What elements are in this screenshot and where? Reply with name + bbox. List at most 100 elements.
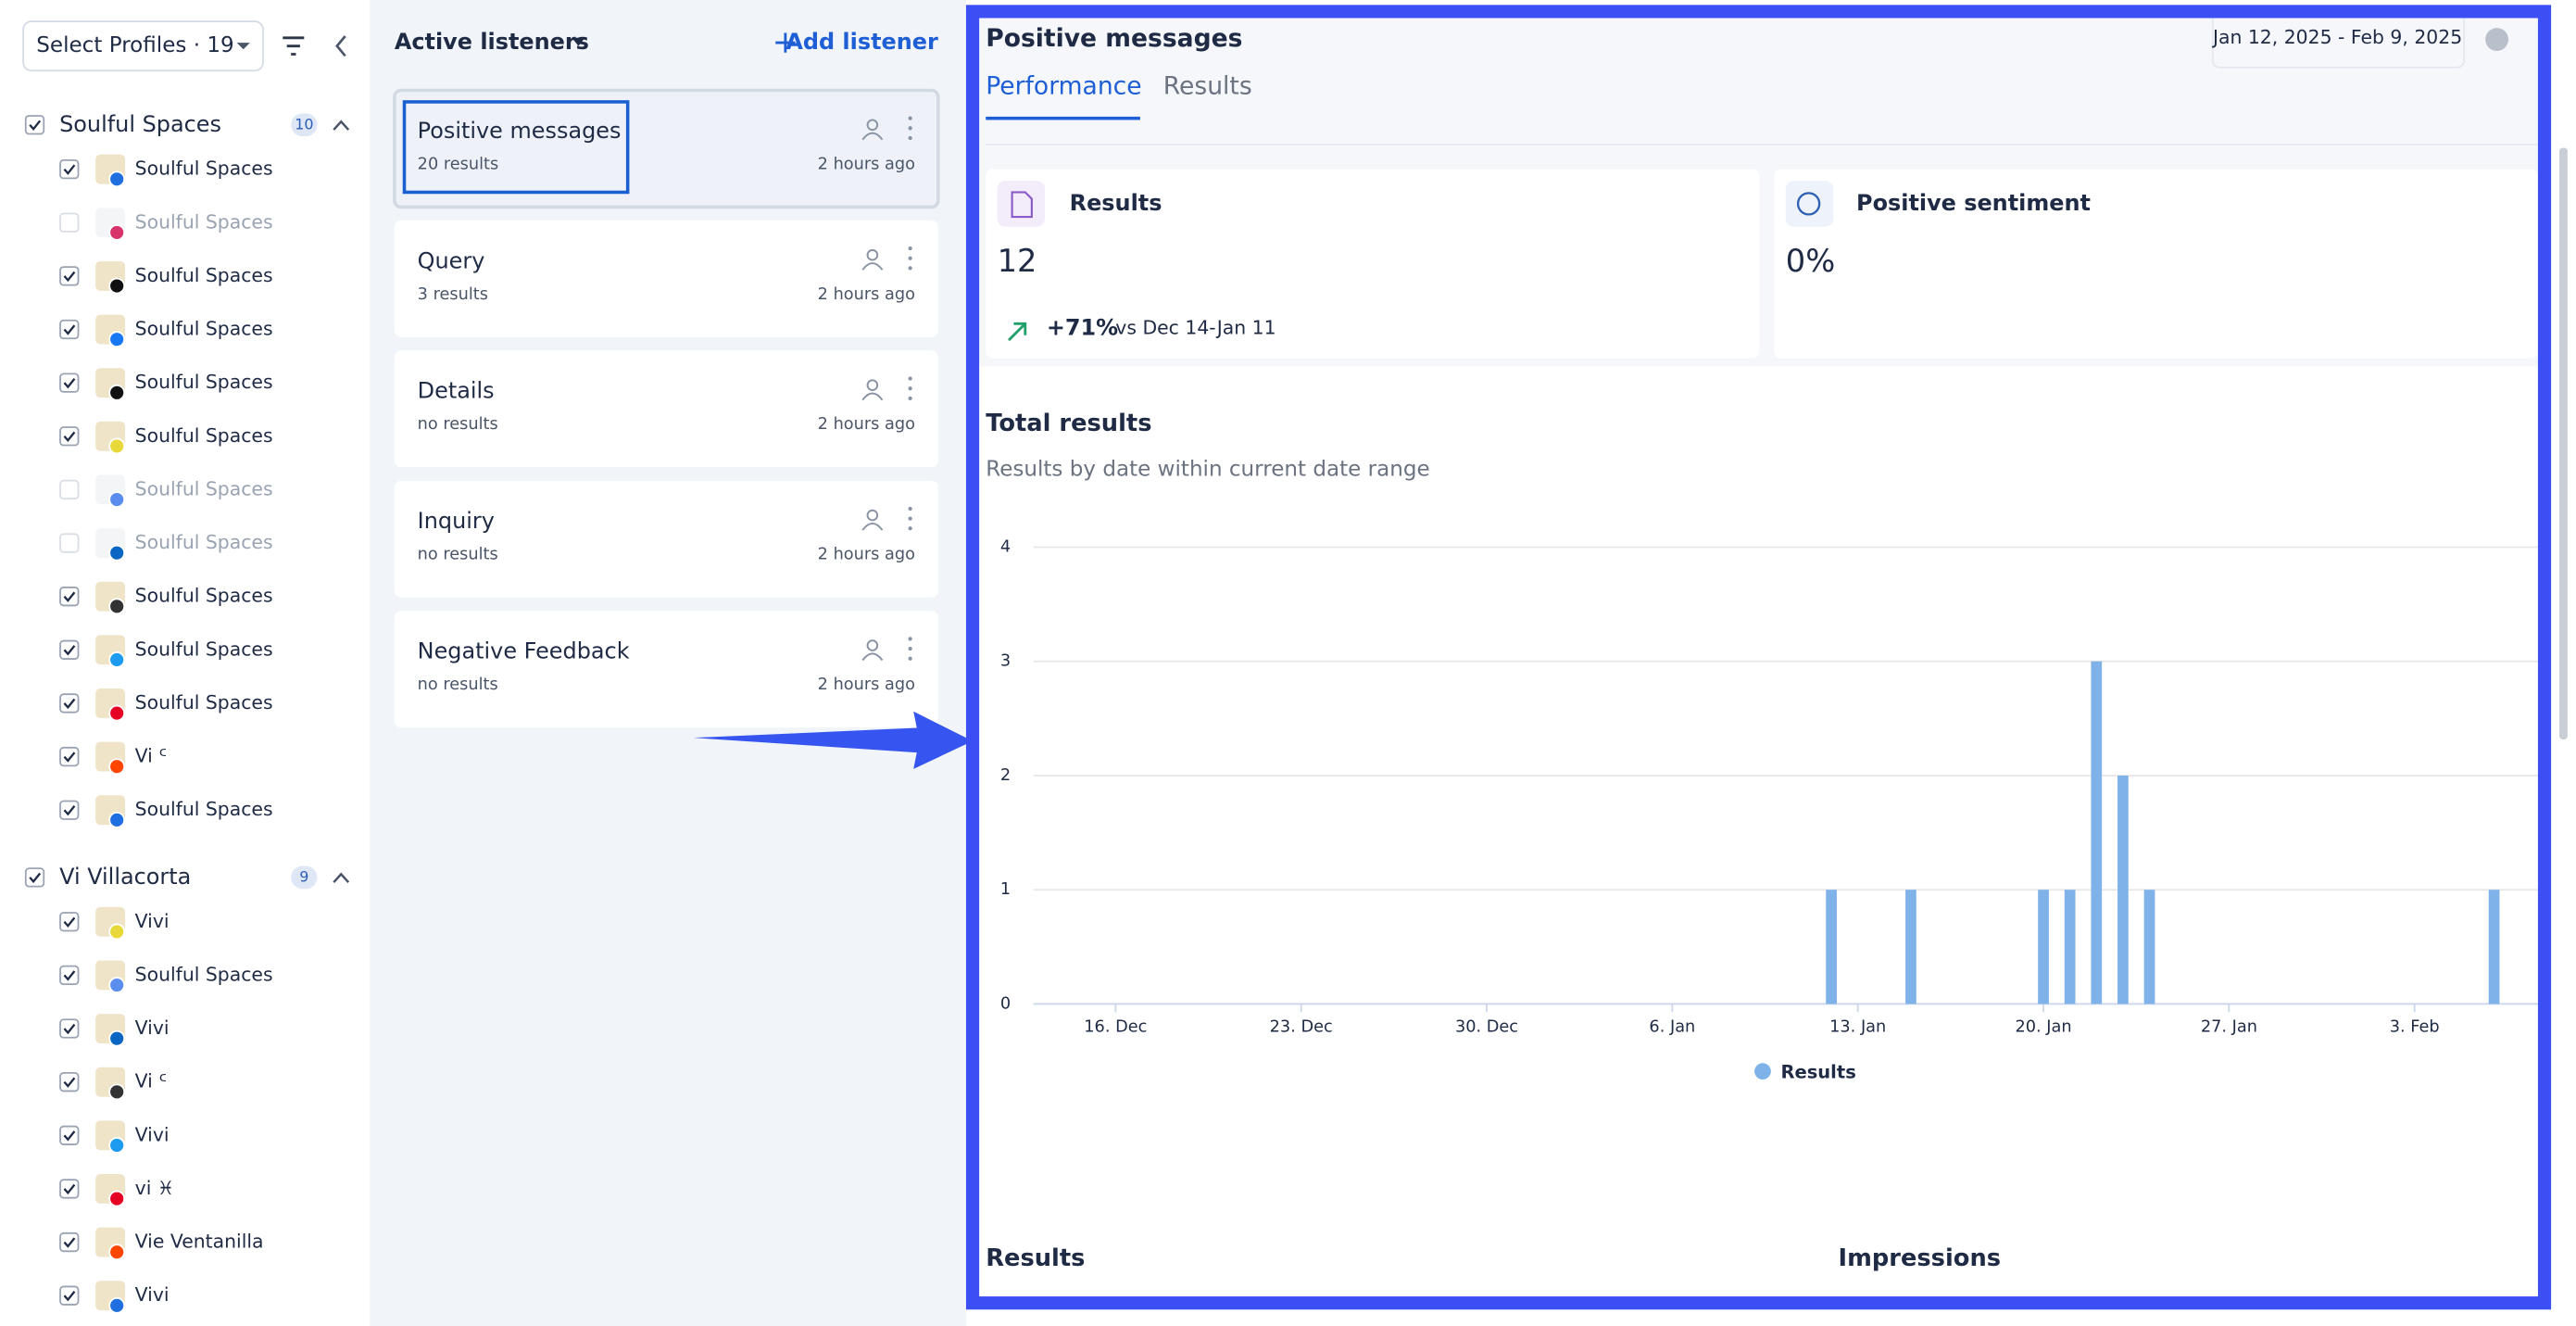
collapse-icon[interactable]	[335, 35, 346, 57]
count-badge	[291, 865, 318, 890]
add-listener[interactable]: Add listener	[785, 29, 938, 55]
checkbox[interactable]	[59, 746, 80, 767]
check-mark	[63, 1237, 76, 1248]
y-tick-label: 2	[1000, 766, 1011, 785]
listener-name: Details	[418, 378, 495, 404]
checkbox[interactable]	[59, 1231, 80, 1253]
bar	[2091, 661, 2103, 1004]
listener-card[interactable]	[394, 220, 938, 337]
checkbox[interactable]	[59, 639, 80, 660]
checkbox[interactable]	[59, 212, 80, 233]
checkbox[interactable]	[59, 912, 80, 932]
group-toggle[interactable]	[333, 120, 350, 131]
network-badge	[108, 437, 126, 455]
network-badge	[108, 704, 126, 722]
listener-name: Query	[418, 247, 485, 273]
menu-dot	[908, 126, 912, 131]
check-mark	[63, 645, 76, 656]
people-icon	[861, 132, 884, 141]
tab-active[interactable]: Performance	[986, 71, 1141, 100]
profile-name: Soulful Spaces	[135, 210, 273, 233]
checkbox[interactable]	[59, 479, 80, 500]
check-mark	[63, 970, 76, 981]
count-badge	[291, 113, 318, 137]
listener-card[interactable]	[393, 88, 940, 209]
checkbox[interactable]	[59, 319, 80, 340]
checkbox[interactable]	[59, 533, 80, 553]
listener-card[interactable]	[394, 350, 938, 468]
listener-card[interactable]	[394, 611, 938, 728]
select-caret	[236, 43, 250, 50]
menu-dot	[908, 506, 912, 511]
checkbox[interactable]	[59, 800, 80, 820]
chart: 16. Dec 23. Dec 30. Dec 6. Jan 13. Jan 20. Ja…	[1000, 537, 2538, 1082]
people-icon	[866, 379, 879, 391]
profile-name: Vivi	[135, 1017, 170, 1039]
network-badge	[108, 598, 126, 615]
checkbox[interactable]	[59, 693, 80, 714]
checkbox[interactable]	[59, 159, 80, 180]
checkbox[interactable]	[59, 1125, 80, 1145]
checkbox[interactable]	[59, 587, 80, 607]
panel-title: Positive messages	[986, 24, 1242, 53]
checkbox[interactable]	[24, 115, 45, 135]
card-compare: vs Dec 14-Jan 11	[1115, 317, 1275, 339]
menu-dot	[908, 637, 912, 641]
bar	[2064, 890, 2076, 1004]
check-mark	[29, 120, 42, 131]
section-title: Impressions	[1839, 1244, 2002, 1272]
checkbox[interactable]	[59, 266, 80, 286]
check-mark	[63, 1130, 76, 1142]
listener-count: no results	[418, 676, 498, 694]
people-icon	[866, 509, 879, 522]
filter-icon[interactable]	[283, 36, 305, 56]
network-badge	[108, 923, 126, 941]
profile-select[interactable]	[22, 20, 264, 72]
check-mark	[63, 271, 76, 283]
listener-time: 2 hours ago	[818, 676, 915, 694]
info-icon[interactable]	[2485, 28, 2509, 51]
profile-name: Soulful Spaces	[135, 158, 273, 180]
check-mark	[63, 916, 76, 928]
menu-dot	[908, 526, 912, 531]
bar	[2488, 890, 2500, 1004]
scrollbar	[2558, 147, 2568, 739]
checkbox[interactable]	[59, 1018, 80, 1039]
up-arrow	[1008, 322, 1027, 342]
network-badge	[108, 758, 126, 776]
add-icon[interactable]	[775, 32, 796, 53]
legend-label[interactable]: Results	[1780, 1061, 1855, 1082]
profile-name: Vivi	[135, 1283, 170, 1306]
people-icon	[861, 522, 884, 531]
bar	[2143, 890, 2155, 1004]
menu-dot	[908, 116, 912, 120]
checkbox[interactable]	[59, 426, 80, 447]
checkbox[interactable]	[59, 373, 80, 393]
network-badge	[108, 1137, 126, 1154]
card	[1774, 169, 2538, 359]
annotation-arrow	[693, 711, 974, 769]
checkbox[interactable]	[59, 1179, 80, 1199]
network-badge	[108, 811, 126, 828]
check-mark	[63, 805, 76, 816]
network-badge	[108, 1190, 126, 1207]
group-toggle[interactable]	[333, 872, 350, 884]
checkbox[interactable]	[59, 1072, 80, 1092]
listener-card[interactable]	[394, 480, 938, 598]
profile-name: Vi ᑦ	[135, 745, 167, 767]
tab[interactable]: Results	[1163, 71, 1252, 100]
legend-marker[interactable]	[1754, 1063, 1771, 1080]
profile-name: Soulful Spaces	[135, 531, 273, 553]
listener-list: Positive messages 20 results 2 hours ago Qu…	[393, 88, 940, 728]
network-badge	[108, 1244, 126, 1261]
checkbox[interactable]	[59, 965, 80, 986]
y-tick-label: 0	[1000, 994, 1011, 1013]
checkbox[interactable]	[59, 1285, 80, 1306]
section-title: Results	[986, 1244, 1085, 1272]
checkbox[interactable]	[24, 867, 45, 888]
y-tick-label: 3	[1000, 652, 1011, 671]
network-badge	[108, 491, 126, 508]
profile-name: Soulful Spaces	[135, 371, 273, 393]
network-badge	[108, 1296, 126, 1314]
listener-time: 2 hours ago	[818, 285, 915, 304]
